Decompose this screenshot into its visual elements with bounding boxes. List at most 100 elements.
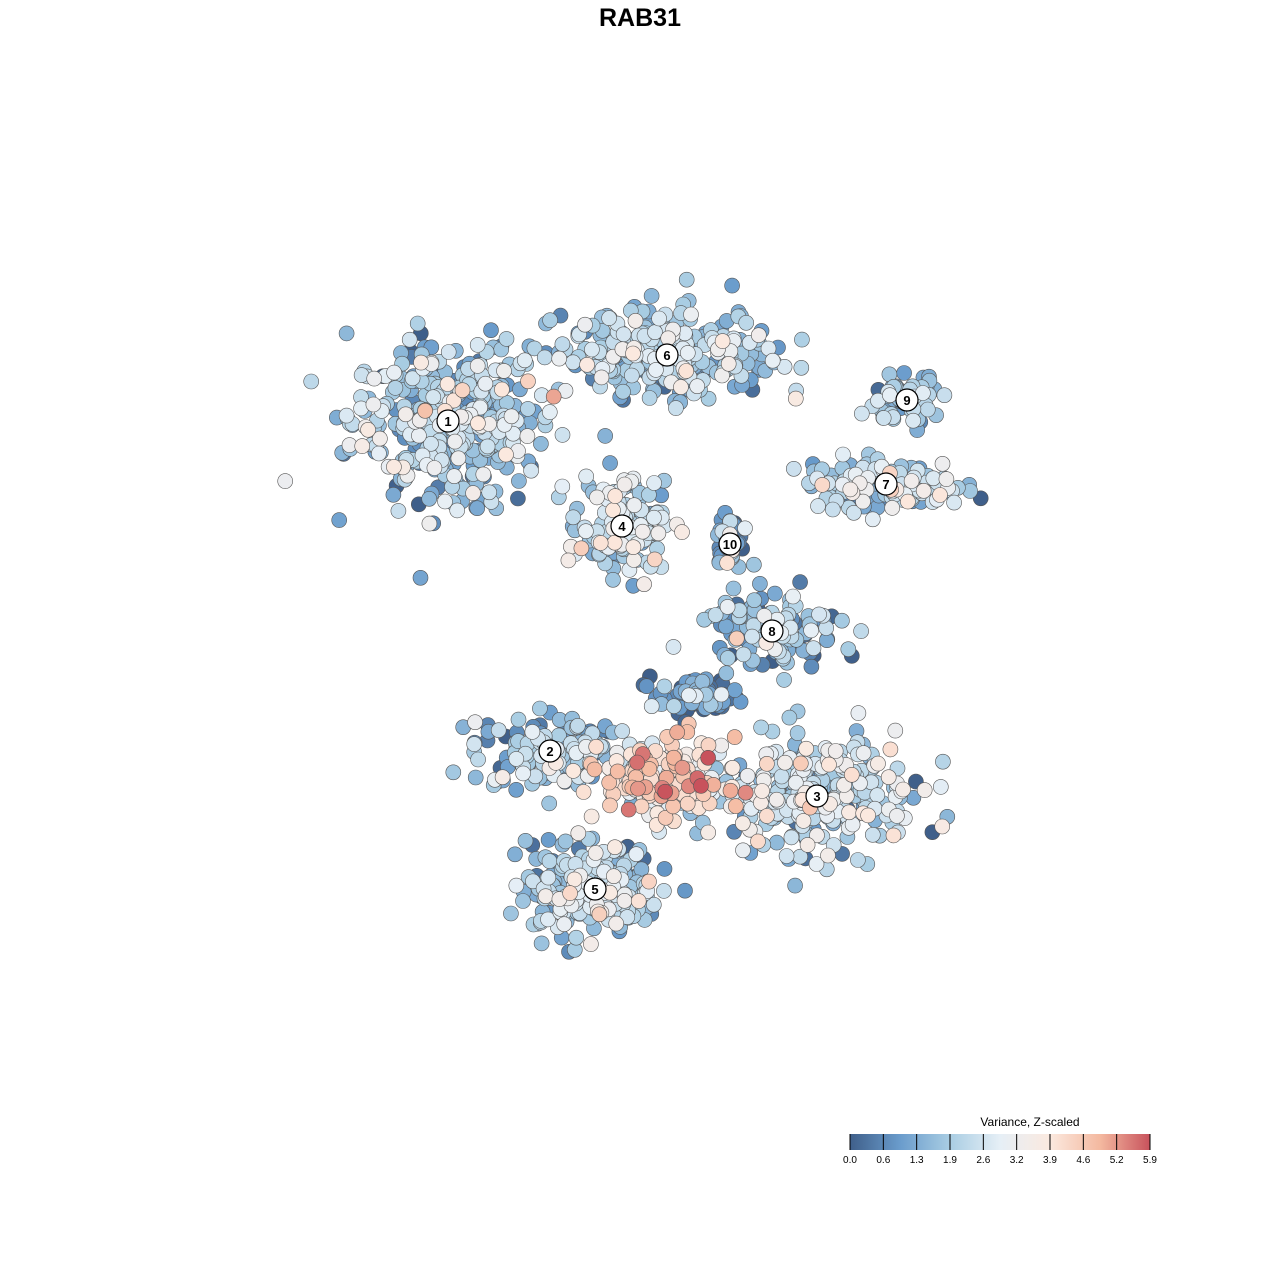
cluster-label-badge — [895, 388, 919, 412]
data-point — [714, 333, 731, 349]
data-point — [517, 832, 534, 849]
data-point — [494, 381, 510, 398]
data-point — [738, 314, 755, 331]
data-point — [628, 846, 645, 863]
data-point — [579, 356, 595, 373]
data-point — [545, 388, 562, 405]
data-point — [884, 500, 901, 516]
data-point — [593, 369, 610, 386]
data-point — [439, 376, 456, 392]
data-point — [277, 473, 294, 489]
data-point — [584, 341, 600, 358]
data-point — [338, 407, 355, 424]
data-point — [719, 599, 736, 615]
colorbar-tick-label: 1.9 — [943, 1155, 957, 1166]
data-point — [589, 489, 605, 506]
data-point — [507, 846, 523, 863]
data-point — [626, 497, 643, 514]
data-point — [524, 724, 541, 740]
colorbar-tick-label: 3.9 — [1043, 1155, 1057, 1166]
data-point — [673, 379, 689, 395]
data-point — [768, 791, 785, 808]
data-point — [735, 646, 752, 663]
data-point — [541, 795, 558, 812]
colorbar-tick-label: 2.6 — [976, 1155, 990, 1166]
data-point — [575, 784, 592, 800]
data-point — [820, 847, 836, 864]
data-point — [750, 833, 766, 850]
colorbar-tick-label: 5.9 — [1143, 1155, 1157, 1166]
data-point — [737, 520, 753, 537]
data-point — [737, 784, 754, 801]
data-point — [569, 717, 586, 734]
data-point — [607, 488, 624, 504]
cluster-label-text: 9 — [903, 393, 910, 408]
data-point — [421, 490, 438, 507]
data-point — [481, 484, 498, 501]
data-point — [728, 630, 745, 647]
data-point — [726, 682, 743, 698]
data-point — [573, 540, 590, 557]
data-point — [465, 485, 481, 501]
data-point — [778, 848, 795, 864]
data-point — [477, 375, 494, 392]
data-point — [643, 698, 660, 715]
data-point — [354, 438, 371, 454]
data-point — [895, 781, 911, 798]
data-point — [536, 349, 553, 366]
data-point — [814, 477, 831, 493]
data-point — [371, 445, 387, 462]
data-point — [656, 678, 673, 695]
data-point — [366, 370, 383, 387]
data-point — [773, 768, 790, 785]
cluster-label-text: 4 — [618, 519, 626, 534]
data-point — [586, 761, 603, 778]
data-point — [647, 324, 663, 341]
data-point — [746, 592, 763, 609]
data-point — [946, 494, 962, 511]
data-point — [735, 842, 751, 859]
data-point — [798, 740, 815, 757]
cluster-label-text: 1 — [444, 414, 451, 429]
data-point — [850, 852, 866, 868]
data-point — [792, 755, 809, 772]
data-point — [601, 774, 618, 791]
data-point — [759, 808, 775, 824]
data-point — [648, 362, 664, 378]
data-point — [840, 641, 857, 658]
cluster-label-2: 2 — [538, 739, 562, 763]
data-point — [669, 724, 686, 741]
data-point — [475, 466, 492, 483]
data-point — [641, 873, 657, 890]
data-point — [470, 415, 486, 432]
data-point — [508, 781, 525, 798]
data-point — [776, 672, 792, 688]
data-point — [421, 515, 438, 532]
data-point — [623, 367, 640, 384]
data-point — [827, 743, 844, 759]
data-point — [905, 412, 922, 429]
colorbar-ticks: 0.0 0.6 1.3 1.9 2.6 3.2 3.9 4.6 5.2 5.9 — [843, 1134, 1157, 1166]
data-point — [938, 471, 955, 487]
data-point — [885, 827, 902, 844]
data-point — [734, 815, 751, 832]
data-point — [469, 500, 486, 517]
data-point — [750, 327, 767, 344]
data-point — [526, 340, 543, 357]
data-point — [562, 885, 578, 901]
data-point — [525, 873, 541, 890]
data-point — [570, 825, 587, 842]
data-point — [855, 745, 872, 761]
cluster-label-text: 8 — [768, 624, 775, 639]
data-point — [540, 832, 557, 848]
data-point — [841, 804, 857, 821]
data-point — [845, 504, 862, 521]
data-point — [498, 446, 514, 463]
cluster-label-badge — [583, 877, 607, 901]
data-point — [809, 827, 825, 844]
data-point — [783, 829, 800, 846]
data-point — [467, 769, 484, 786]
data-point — [726, 729, 743, 745]
data-point — [693, 778, 709, 794]
data-point — [554, 478, 571, 495]
